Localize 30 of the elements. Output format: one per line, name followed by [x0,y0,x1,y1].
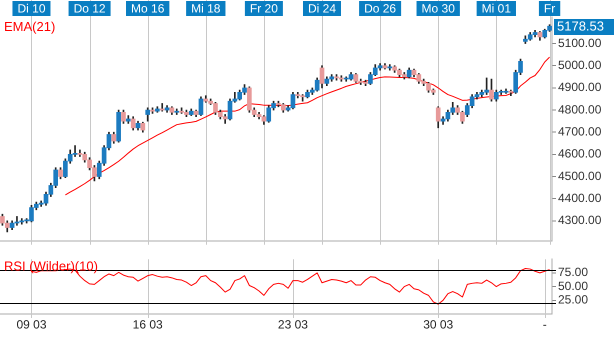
x-tick-label: 23 03 [278,317,308,332]
y-tick-label: 5000.00 [558,58,602,72]
x-tick-label: Do 26 [364,1,396,16]
text: EMA(21) [4,19,56,34]
y-tick-label: 75.00 [558,265,588,280]
x-tick-label: Di 24 [308,1,336,16]
x-tick-label: 16 03 [132,317,164,332]
y-tick-label: 4600.00 [558,146,602,161]
x-tick-label: 09 03 [16,317,47,332]
x-tick-label: Fr [544,1,556,16]
x-tick-label: Mi 18 [191,1,221,16]
y-tick-label: 25.00 [558,292,588,307]
y-tick-label: 4700.00 [558,124,602,139]
x-tick-label: Do 12 [74,1,106,16]
y-tick-label: 4900.00 [558,80,602,94]
x-tick-label: Mo 16 [131,1,165,16]
text: 5178.53 [557,18,604,34]
y-tick-label: 4800.00 [558,102,602,116]
y-tick-label: 4300.00 [558,213,602,228]
x-tick-label: Fr 20 [250,1,278,16]
y-tick-label: 50.00 [558,278,588,293]
y-tick-label: 4400.00 [558,191,602,206]
x-tick-label: Mi 01 [482,1,512,16]
series-label: RSI (Wilder)(10) [4,258,98,274]
x-tick-label: 30 03 [423,317,454,332]
x-tick-label: Mo 30 [422,1,456,16]
y-tick-label: 4500.00 [558,168,602,183]
y-tick-label: 5100.00 [558,36,602,50]
x-tick-label: - [542,317,547,332]
x-tick-label: Di 10 [17,1,46,16]
